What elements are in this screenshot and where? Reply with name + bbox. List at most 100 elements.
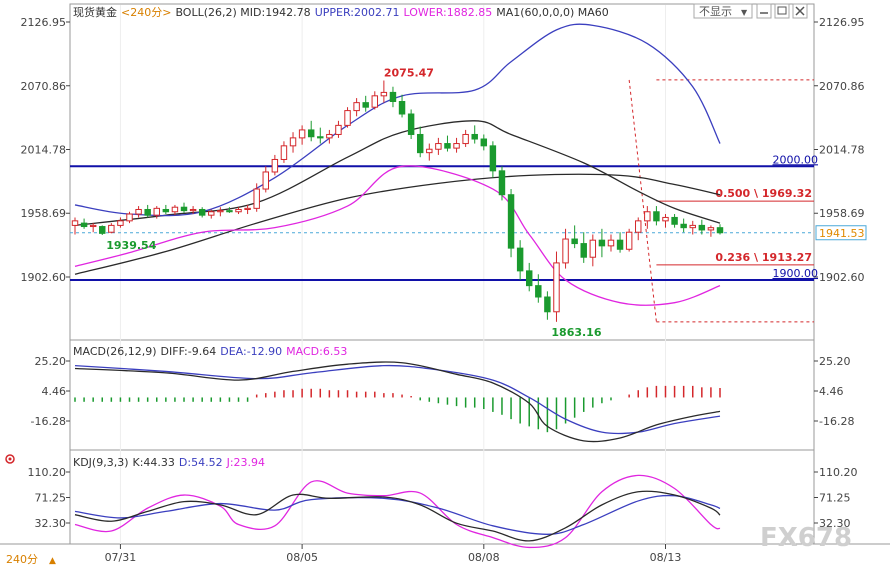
macd-tick-left: -16.28: [31, 415, 66, 428]
candle-body: [153, 207, 160, 216]
candle-body: [362, 102, 369, 108]
fib-level-label: 0.236 \ 1913.27: [715, 251, 812, 264]
header-item: <240分>: [121, 6, 171, 19]
hide-indicator-label: 不显示: [699, 5, 732, 18]
macd-tick-right: -16.28: [819, 415, 854, 428]
macd-dif-line: [74, 361, 721, 443]
minimize-panel-button[interactable]: [756, 3, 772, 19]
candle-body: [535, 285, 542, 298]
candle-body: [435, 143, 442, 150]
candle-body: [707, 227, 715, 231]
candle-body: [471, 133, 478, 140]
x-tick-label: 07/31: [105, 551, 137, 564]
candle-body: [380, 91, 388, 97]
level-label: 1900.00: [773, 267, 819, 280]
candle-body: [280, 145, 288, 160]
kdj-tick-left: 71.25: [35, 492, 67, 505]
price-tick-left: 1902.60: [21, 271, 67, 284]
current-price-value: 1941.53: [819, 227, 865, 240]
candle-body: [698, 224, 706, 231]
chevron-down-icon: ▼: [741, 8, 748, 17]
candle-body: [217, 210, 224, 213]
candle-body: [553, 262, 560, 313]
window-icon: [777, 6, 787, 15]
header-item: J:23.94: [226, 456, 265, 469]
header-item: MA1(60,0,0,0) MA60: [496, 6, 609, 19]
candle-body: [208, 211, 215, 216]
candle-body: [416, 133, 424, 154]
close-panel-button[interactable]: [792, 3, 808, 19]
candle-body: [89, 224, 97, 228]
kdj-d-line: [74, 494, 721, 535]
candle-body: [544, 296, 551, 313]
candle-body: [126, 213, 133, 222]
period-selector[interactable]: 240分 ▲: [1, 550, 61, 568]
candle-body: [198, 208, 206, 216]
candle-body: [253, 188, 260, 209]
candle-body: [108, 224, 115, 233]
candle-body: [99, 226, 106, 234]
header-item: MACD(26,12,9): [73, 345, 157, 358]
boll-upper-line: [74, 23, 721, 217]
candle-body: [598, 239, 606, 247]
kdj-tick-right: 32.30: [819, 517, 851, 530]
header-item: 现货黄金: [73, 5, 117, 19]
axis-layer: 2126.95 2126.95 2070.86 2070.86 2014.78 2014.…: [21, 16, 865, 564]
candle-body: [589, 239, 597, 258]
price-tick-left: 2014.78: [21, 143, 67, 156]
candle-body: [607, 239, 615, 247]
price-layer: 2000.00 1900.00 0.500 \ 1969.32 0.236 \ 191…: [70, 23, 867, 339]
macd-indicator-header: MACD(26,12,9) DIFF:-9.64 DEA:-12.90 MACD:6.…: [73, 345, 347, 358]
candle-body: [71, 220, 79, 226]
kdj-k-line: [74, 490, 721, 542]
candle-body: [171, 206, 179, 213]
candle-body: [307, 129, 315, 138]
restore-panel-button[interactable]: [774, 3, 790, 19]
candle-body: [644, 211, 651, 222]
candle-body: [444, 143, 451, 149]
extreme-price-label: 2075.47: [384, 67, 434, 80]
candle-body: [262, 171, 269, 190]
macd-layer: [74, 361, 721, 443]
indicator-settings-icon[interactable]: [5, 454, 15, 464]
header-item: UPPER:2002.71: [315, 6, 400, 19]
macd-tick-right: 25.20: [819, 355, 851, 368]
candle-body: [426, 148, 433, 154]
x-tick-label: 08/08: [468, 551, 500, 564]
candle-body: [371, 95, 379, 108]
price-tick-left: 1958.69: [21, 207, 67, 220]
candle-body: [189, 208, 197, 212]
candle-body: [616, 239, 624, 250]
header-item: D:54.52: [179, 456, 223, 469]
kdj-j-line: [74, 474, 721, 549]
fib-level-label: 0.500 \ 1969.32: [715, 187, 812, 200]
x-tick-label: 08/13: [650, 551, 682, 564]
hide-indicator-dropdown[interactable]: 不显示 ▼: [693, 3, 753, 19]
kdj-tick-right: 110.20: [819, 466, 858, 479]
price-tick-right: 2070.86: [819, 80, 865, 93]
candle-body: [716, 227, 724, 234]
candle-body: [680, 223, 687, 229]
candle-body: [162, 208, 170, 213]
candle-body: [398, 101, 406, 115]
candle-body: [453, 143, 460, 149]
current-price-tag: [815, 225, 867, 241]
macd-tick-left: 4.46: [42, 385, 67, 398]
candle-body: [226, 210, 233, 213]
candle-body: [480, 138, 488, 147]
candle-body: [498, 170, 506, 196]
candle-body: [689, 224, 696, 229]
kdj-tick-right: 71.25: [819, 492, 851, 505]
candle-body: [580, 243, 587, 258]
macd-tick-left: 25.20: [35, 355, 67, 368]
candle-body: [389, 91, 397, 103]
candle-body: [571, 238, 578, 245]
kdj-layer: [74, 474, 721, 549]
period-label: 240分: [6, 553, 38, 566]
kdj-indicator-header: KDJ(9,3,3) K:44.33 D:54.52 J:23.94: [73, 456, 265, 469]
boll-lower-line: [74, 165, 721, 306]
kdj-tick-left: 110.20: [28, 466, 67, 479]
candle-body: [271, 158, 279, 173]
candle-body: [117, 220, 124, 226]
header-item: BOLL(26,2) MID:1942.78: [175, 6, 310, 19]
